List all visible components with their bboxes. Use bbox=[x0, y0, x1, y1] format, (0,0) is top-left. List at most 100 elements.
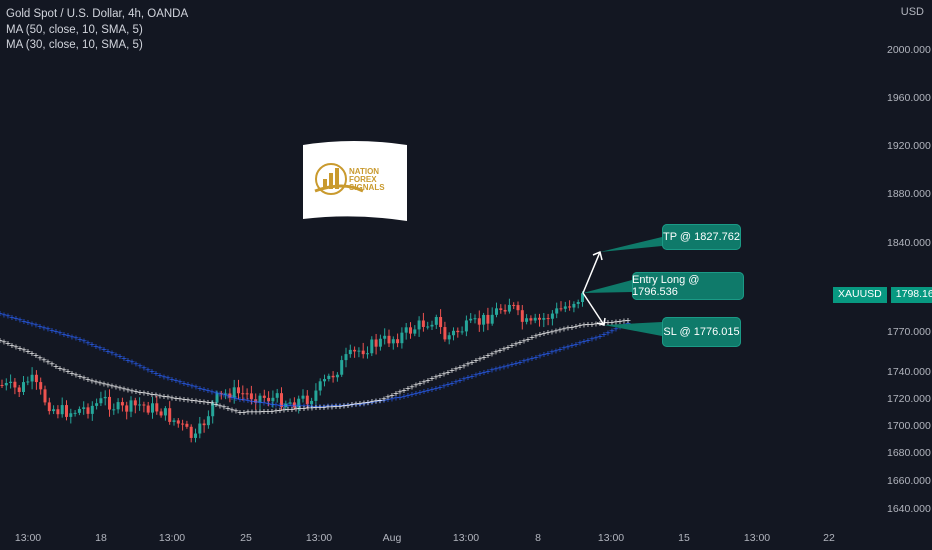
candle-body bbox=[426, 326, 430, 328]
ma30-point: + bbox=[97, 379, 104, 388]
ma30-legend[interactable]: MA (30, close, 10, SMA, 5) bbox=[6, 39, 143, 51]
ma30-point: + bbox=[205, 398, 212, 407]
candle-body bbox=[185, 423, 189, 427]
time-tick: 13:00 bbox=[453, 532, 479, 544]
candle-body bbox=[400, 332, 404, 344]
candle-body bbox=[529, 318, 533, 321]
candle-body bbox=[310, 400, 314, 405]
candle-body bbox=[151, 403, 154, 413]
candle-body bbox=[318, 381, 322, 391]
ma50-point: + bbox=[269, 400, 276, 409]
ma50-point: + bbox=[225, 392, 232, 401]
ma50-point: + bbox=[473, 370, 480, 379]
ma30-point: + bbox=[53, 362, 60, 371]
candle-body bbox=[323, 379, 326, 382]
ma30-point: + bbox=[257, 407, 264, 416]
ma50-point: + bbox=[273, 400, 280, 409]
candle-body bbox=[228, 393, 232, 398]
candle-body bbox=[559, 308, 563, 310]
ma50-point: + bbox=[25, 318, 32, 327]
candle-body bbox=[366, 353, 369, 355]
ma50-point: + bbox=[513, 359, 520, 368]
candle-body bbox=[258, 395, 262, 403]
ma30-point: + bbox=[357, 399, 364, 408]
ma30-point: + bbox=[521, 336, 528, 345]
ma50-point: + bbox=[429, 385, 436, 394]
candle-body bbox=[43, 389, 47, 403]
ma30-point: + bbox=[125, 386, 132, 395]
ma50-point: + bbox=[453, 377, 460, 386]
candle-body bbox=[383, 335, 387, 339]
ma50-point: + bbox=[413, 389, 420, 398]
ma50-point: + bbox=[241, 396, 248, 405]
ma30-point: + bbox=[525, 335, 532, 344]
ma50-point: + bbox=[0, 309, 3, 318]
ma50-point: + bbox=[605, 328, 612, 337]
ma30-point: + bbox=[49, 360, 56, 369]
candle-body bbox=[232, 387, 236, 398]
ma50-point: + bbox=[541, 350, 548, 359]
ma50-point: + bbox=[537, 352, 544, 361]
ma50-point: + bbox=[561, 344, 568, 353]
price-tick: 1720.000 bbox=[887, 393, 931, 405]
ma50-point: + bbox=[289, 401, 296, 410]
candle-body bbox=[357, 350, 361, 352]
ma50-point: + bbox=[577, 339, 584, 348]
ma50-point: + bbox=[185, 380, 192, 389]
ma50-point: + bbox=[553, 346, 560, 355]
ma30-point: + bbox=[177, 394, 184, 403]
ma30-point: + bbox=[609, 318, 616, 327]
ma30-point: + bbox=[557, 326, 564, 335]
ma50-point: + bbox=[585, 336, 592, 345]
time-axis[interactable]: 13:00 18 13:00 25 13:00 Aug 13:00 8 13:00 15 13:00… bbox=[15, 532, 835, 544]
candle-body bbox=[22, 382, 25, 393]
ma30-point: + bbox=[369, 397, 376, 406]
ma30-point: + bbox=[305, 404, 312, 413]
ma50-legend[interactable]: MA (50, close, 10, SMA, 5) bbox=[6, 23, 143, 36]
time-tick: 13:00 bbox=[15, 532, 41, 544]
candle-body bbox=[473, 318, 477, 320]
ma50-point: + bbox=[489, 366, 496, 375]
ma50-point: + bbox=[85, 338, 92, 347]
ma50-point: + bbox=[229, 393, 236, 402]
entry-label[interactable]: Entry Long @ 1796.536 bbox=[632, 272, 744, 300]
ma50-point: + bbox=[437, 383, 444, 392]
ma30-point: + bbox=[93, 378, 100, 387]
ma30-point: + bbox=[185, 395, 192, 404]
sl-label[interactable]: SL @ 1776.015 bbox=[662, 317, 741, 347]
ma30-point: + bbox=[269, 407, 276, 416]
candle-body bbox=[378, 338, 382, 347]
ma30-point: + bbox=[313, 403, 320, 412]
ma30-point: + bbox=[41, 355, 48, 364]
candle-body bbox=[271, 397, 275, 402]
candle-body bbox=[39, 382, 43, 390]
ma30-point: + bbox=[461, 361, 468, 370]
candle-body bbox=[60, 405, 64, 415]
ma30-point: + bbox=[241, 408, 248, 417]
ma50-point: + bbox=[245, 396, 252, 405]
price-axis[interactable]: 2000.000 1960.000 1920.000 1880.000 1840.000… bbox=[887, 44, 931, 515]
candle-body bbox=[335, 374, 339, 378]
price-tick: 1840.000 bbox=[887, 237, 931, 249]
ma50-point: + bbox=[57, 329, 64, 338]
candle-body bbox=[284, 403, 288, 408]
tp-label[interactable]: TP @ 1827.762 bbox=[662, 224, 741, 250]
ma50-point: + bbox=[521, 357, 528, 366]
candle-body bbox=[77, 408, 81, 413]
candle-body bbox=[555, 308, 559, 314]
symbol-title[interactable]: Gold Spot / U.S. Dollar, 4h, OANDA bbox=[6, 8, 189, 20]
ma50-point: + bbox=[533, 353, 540, 362]
ma30-point: + bbox=[33, 351, 40, 360]
candle-body bbox=[129, 400, 133, 412]
ma30-point: + bbox=[189, 396, 196, 405]
price-tick: 1770.000 bbox=[887, 326, 931, 338]
ma50-point: + bbox=[177, 378, 184, 387]
ma30-point: + bbox=[457, 363, 464, 372]
price-tick: 1920.000 bbox=[887, 140, 931, 152]
ma50-point: + bbox=[117, 352, 124, 361]
ma50-point: + bbox=[509, 360, 516, 369]
ma30-point: + bbox=[233, 407, 240, 416]
candle-body bbox=[99, 398, 103, 404]
